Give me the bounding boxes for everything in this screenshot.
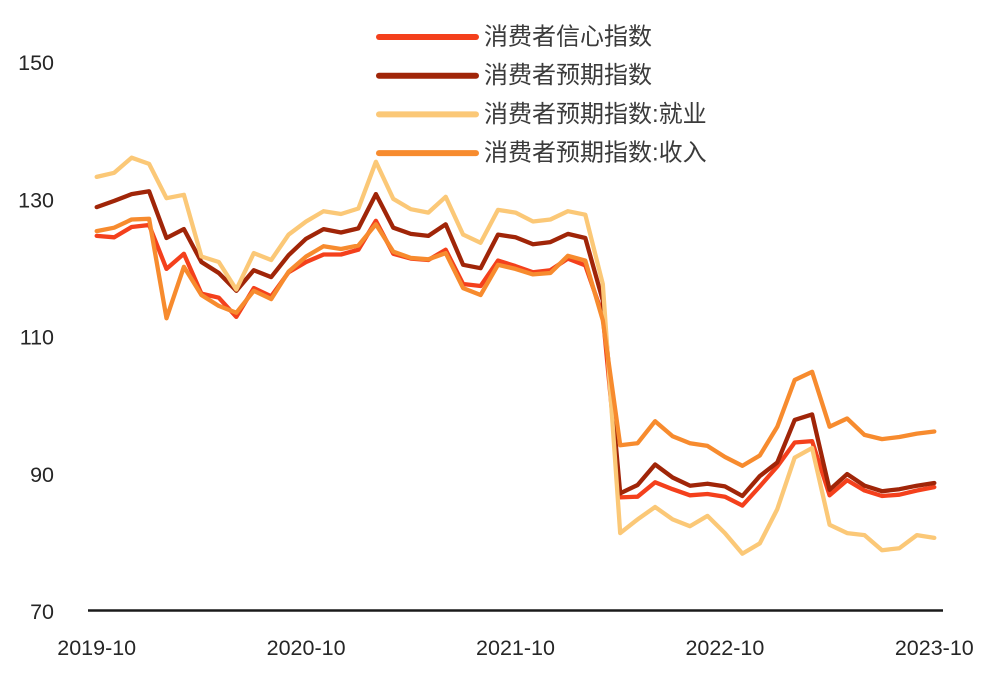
legend-label-2: 消费者预期指数:就业 (484, 101, 707, 128)
y-axis-tick-label: 90 (30, 463, 54, 487)
x-axis-tick-label: 2019-10 (57, 636, 136, 660)
series-line-2 (94, 155, 937, 556)
x-axis-tick-label: 2021-10 (476, 636, 555, 660)
legend-item: 消费者预期指数:就业 (376, 101, 707, 128)
legend-label-0: 消费者信心指数 (484, 24, 652, 51)
y-axis-tick-label: 70 (30, 600, 54, 624)
legend-item: 消费者信心指数 (376, 24, 652, 51)
y-axis-tick-label: 150 (18, 51, 54, 75)
x-axis-tick-label: 2022-10 (685, 636, 764, 660)
legend-label-3: 消费者预期指数:收入 (484, 140, 707, 167)
series-line-3 (94, 216, 937, 468)
x-axis-tick-label: 2020-10 (267, 636, 346, 660)
legend-item: 消费者预期指数 (376, 62, 652, 89)
y-axis-tick-label: 130 (18, 188, 54, 212)
legend-label-1: 消费者预期指数 (484, 62, 652, 89)
x-axis-tick-label: 2023-10 (895, 636, 974, 660)
legend-item: 消费者预期指数:收入 (376, 140, 707, 167)
y-axis-tick-label: 110 (20, 326, 54, 350)
series-line-0 (94, 218, 937, 508)
